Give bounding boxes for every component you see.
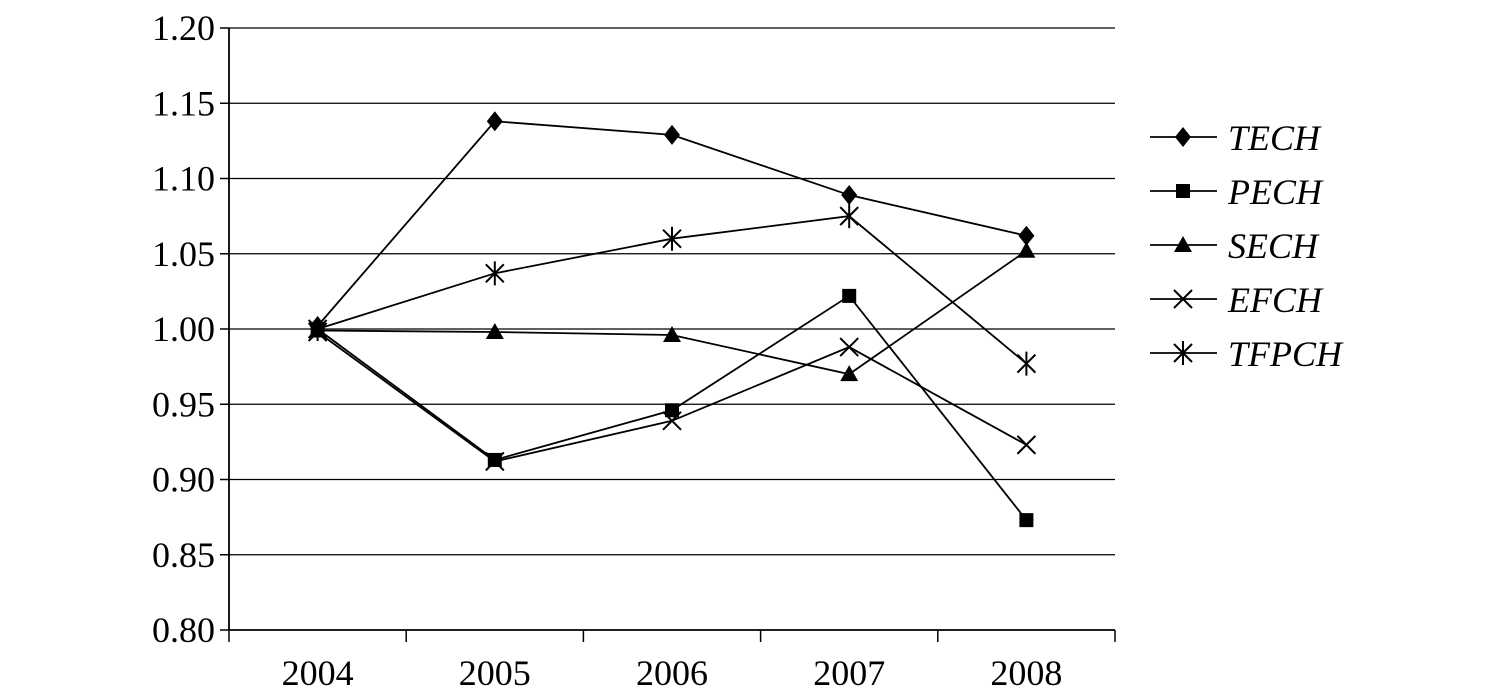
data-point-efch: [839, 337, 859, 357]
series-tech: [309, 111, 1035, 336]
data-point-tech: [486, 111, 503, 132]
data-point-pech: [665, 403, 679, 418]
data-point-tfpch: [485, 261, 505, 286]
series-tfpch: [307, 204, 1037, 376]
x-axis-ticks: 2004 2005 2006 2007 2008: [228, 630, 1116, 693]
data-point-tech: [1018, 225, 1035, 246]
legend-item-sech: SECH: [1150, 226, 1320, 266]
legend-marker-icon: [1173, 341, 1193, 365]
legend-label: TFPCH: [1228, 334, 1344, 374]
y-tick-label: 1.20: [152, 8, 215, 48]
data-point-pech: [842, 288, 857, 303]
x-tick-label: 2004: [282, 653, 354, 693]
data-point-tech: [841, 185, 858, 206]
y-tick-label: 1.10: [152, 159, 215, 199]
series-line: [317, 250, 1027, 376]
data-point-tech: [664, 124, 680, 145]
x-tick-label: 2006: [636, 653, 708, 693]
x-tick-label: 2005: [459, 653, 531, 693]
legend-item-pech: PECH: [1150, 172, 1324, 212]
data-point-efch: [662, 411, 682, 431]
data-point-sech: [485, 323, 504, 340]
y-tick-label: 0.90: [152, 460, 215, 500]
data-point-efch: [1016, 435, 1037, 455]
series-pech: [310, 288, 1034, 528]
data-point-pech: [1019, 513, 1034, 528]
legend-item-tech: TECH: [1150, 118, 1322, 158]
legend-marker-icon: [1176, 184, 1190, 198]
y-tick-label: 1.05: [152, 234, 215, 274]
data-point-efch: [485, 451, 505, 472]
series-sech: [308, 241, 1036, 382]
data-point-sech: [840, 365, 859, 382]
legend: TECH PECH SECH EFCH TFPCH: [1150, 118, 1344, 374]
series-efch: [307, 322, 1037, 472]
legend-marker-icon: [1175, 127, 1191, 147]
data-point-tfpch: [1016, 351, 1037, 376]
legend-label: PECH: [1227, 172, 1324, 212]
data-point-tfpch: [307, 317, 328, 341]
data-point-pech: [487, 452, 502, 467]
y-tick-label: 0.95: [152, 384, 215, 424]
y-tick-label: 0.80: [152, 610, 215, 650]
legend-label: SECH: [1228, 226, 1320, 266]
legend-item-efch: EFCH: [1150, 280, 1324, 320]
legend-label: TECH: [1228, 118, 1322, 158]
y-axis-ticks: 0.80 0.85 0.90 0.95 1.00 1.05 1.10 1.15 1.20: [152, 8, 229, 650]
series-group: [307, 111, 1037, 528]
y-tick-label: 0.85: [152, 535, 215, 575]
data-point-sech: [1017, 241, 1036, 258]
series-line: [317, 331, 1027, 463]
data-point-tfpch: [662, 226, 682, 251]
legend-marker-icon: [1173, 289, 1193, 309]
data-point-sech: [663, 326, 681, 343]
y-tick-label: 1.00: [152, 309, 215, 349]
legend-item-tfpch: TFPCH: [1150, 334, 1344, 374]
legend-label: EFCH: [1227, 280, 1324, 320]
grid-lines: [229, 27, 1115, 556]
x-tick-label: 2008: [990, 653, 1062, 693]
x-tick-label: 2007: [813, 653, 885, 693]
legend-marker-icon: [1174, 236, 1192, 252]
data-point-tfpch: [839, 204, 859, 229]
y-tick-label: 1.15: [152, 83, 215, 123]
